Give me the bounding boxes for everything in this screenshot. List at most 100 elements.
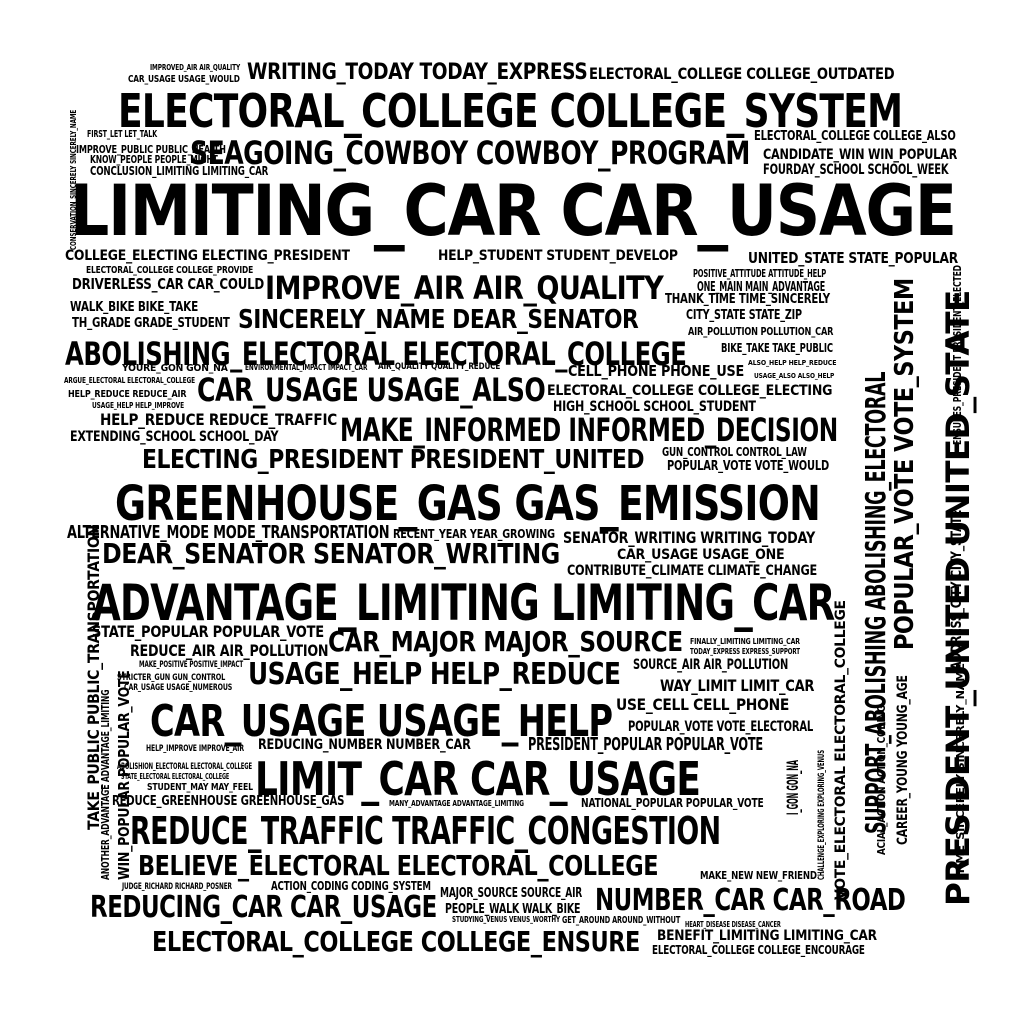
word-cloud-term: POSITIVE_ATTITUDE ATTITUDE_HELP: [693, 267, 827, 280]
word-cloud-term: AIR_POLLUTION POLLUTION_CAR: [688, 325, 834, 338]
word-cloud-term: PEOPLE_WALK WALK_BIKE: [445, 902, 581, 917]
word-cloud-term: HELP_REDUCE REDUCE_TRAFFIC: [100, 410, 337, 429]
word-cloud-term: YOURE_GON GON_NA: [122, 363, 228, 374]
word-cloud-term: CONCLUSION_LIMITING LIMITING_CAR: [90, 164, 269, 178]
word-cloud-term: NUMBER_CAR CAR_ROAD: [595, 883, 906, 918]
word-cloud-term: HEART_DISEASE DISEASE_CANCER: [685, 920, 781, 929]
word-cloud-term: STRICTER_GUN GUN_CONTROL: [117, 673, 226, 683]
word-cloud-term: AIR_QUALITY QUALITY_REDUCE: [378, 362, 501, 372]
word-cloud-term: ELECTORAL_COLLEGE COLLEGE_ENSURE: [152, 925, 640, 958]
word-cloud-term: HELP_STUDENT STUDENT_DEVELOP: [438, 248, 678, 264]
word-cloud-term: TH_GRADE GRADE_STUDENT: [72, 316, 230, 331]
word-cloud-term: ONE_MAIN MAIN_ADVANTAGE: [697, 280, 826, 295]
word-cloud-term: STATE_POPULAR POPULAR_VOTE: [92, 622, 324, 641]
word-cloud-term: REDUCE_TRAFFIC TRAFFIC_CONGESTION: [130, 809, 721, 853]
word-cloud-term: CAR_USAGE USAGE_NUMEROUS: [124, 683, 233, 693]
word-cloud-term: ENVIRONMENTAL_IMPACT IMPACT_CAR: [245, 363, 368, 372]
word-cloud-term: JUDGE_RICHARD RICHARD_POSNER: [122, 882, 232, 892]
word-cloud-term: CAR_USAGE USAGE_ALSO: [197, 371, 546, 409]
word-cloud-term: CHALLENGE_EXPLORING EXPLORING_VENUS: [817, 749, 827, 880]
word-cloud-term: CAR_USAGE USAGE_ONE: [617, 547, 785, 563]
word-cloud-term: ELECTORAL_COLLEGE COLLEGE_ALSO: [754, 129, 956, 144]
word-cloud-term: IMPROVED_AIR AIR_QUALITY: [150, 63, 241, 72]
word-cloud-term: TODAY_EXPRESS EXPRESS_SUPPORT: [690, 647, 800, 656]
word-cloud-term: ABOLISHION_ELECTORAL ELECTORAL_COLLEGE: [117, 762, 252, 772]
word-cloud-term: SINCERELY_NAME DEAR_SENATOR: [238, 305, 639, 335]
word-cloud-term: GUN_CONTROL CONTROL_LAW: [662, 445, 807, 459]
word-cloud-term: USAGE_HELP HELP_REDUCE: [248, 657, 621, 692]
word-cloud-term: WAY_LIMIT LIMIT_CAR: [660, 676, 815, 695]
word-cloud-term: WIN_POPULAR POPULAR_VOTE: [115, 670, 133, 880]
word-cloud-term: COLLEGE_ELECTING ELECTING_PRESIDENT: [65, 248, 350, 264]
word-cloud-term: SOURCE_AIR AIR_POLLUTION: [633, 657, 789, 673]
word-cloud-term: HELP_REDUCE REDUCE_AIR: [68, 389, 187, 400]
word-cloud-term: USAGE_HELP HELP_IMPROVE: [92, 401, 185, 410]
word-cloud-term: ALSO_HELP HELP_REDUCE: [748, 359, 837, 367]
word-cloud-term: EXTENDING_SCHOOL SCHOOL_DAY: [70, 429, 279, 445]
word-cloud-term: REDUCING_NUMBER NUMBER_CAR: [258, 737, 471, 753]
word-cloud-term: REDUCING_CAR CAR_USAGE: [90, 890, 437, 925]
word-cloud-term: ELECTORAL_COLLEGE COLLEGE_PROVIDE: [86, 265, 254, 276]
word-cloud-term: REDUCE_AIR AIR_POLLUTION: [130, 641, 329, 660]
word-cloud-term: HELP_IMPROVE IMPROVE_AIR: [146, 744, 244, 754]
word-cloud-term: STUDENT_MAY MAY_FEEL: [147, 782, 253, 793]
word-cloud-term: TIME_SINCERELY SINCERELY_NAME: [954, 663, 967, 875]
word-cloud-term: ACIAL_ACTION ACTION_CODING: [875, 705, 888, 855]
word-cloud-term: ARGUE_ELECTORAL ELECTORAL_COLLEGE: [64, 376, 196, 385]
word-cloud-term: I_GON GON_NA: [783, 760, 802, 815]
word-cloud-term: SEAGOING_COWBOY COWBOY_PROGRAM: [190, 134, 750, 172]
word-cloud-term: SENATOR_WRITING WRITING_TODAY: [563, 528, 815, 547]
word-cloud-term: CAREER_YOUNG YOUNG_AGE: [895, 675, 911, 845]
word-cloud-term: STATE_ELECTORAL ELECTORAL_COLLEGE: [121, 772, 230, 781]
word-cloud-term: VOTE_ELECTORAL ELECTORAL_COLLEGE: [833, 600, 849, 900]
word-cloud-term: MAKE_INFORMED INFORMED_DECISION: [340, 411, 838, 449]
word-cloud-term: ENSURES_PRESIDENT PRESIDENT_ELECTED: [951, 265, 964, 445]
word-cloud-term: ADDRESS_CITY CITY_STATE: [949, 509, 965, 670]
word-cloud-term: CONSERVATION_SINCERELY SINCERELY_NAME: [69, 109, 78, 250]
word-cloud-term: CITY_STATE STATE_ZIP: [686, 308, 802, 323]
word-cloud-term: BIKE_TAKE TAKE_PUBLIC: [721, 341, 833, 355]
word-cloud-term: MANY_ADVANTAGE ADVANTAGE_LIMITING: [389, 799, 524, 808]
word-cloud-term: ALTERNATIVE_MODE MODE_TRANSPORTATION: [67, 522, 390, 543]
word-cloud-term: POPULAR_VOTE VOTE_SYSTEM: [890, 278, 920, 650]
word-cloud-term: ELECTORAL_COLLEGE COLLEGE_OUTDATED: [589, 64, 895, 83]
word-cloud-term: THANK_TIME TIME_SINCERELY: [665, 292, 830, 307]
word-cloud-term: MAKE_POSITIVE POSITIVE_IMPACT: [139, 660, 244, 670]
word-cloud-term: NATIONAL_POPULAR POPULAR_VOTE: [581, 796, 764, 810]
word-cloud-term: ANOTHER_ADVANTAGE ADVANTAGE_LIMITING: [99, 689, 112, 880]
word-cloud-term: LIMIT_CAR CAR_USAGE: [255, 752, 701, 806]
word-cloud-term: HIGH_SCHOOL SCHOOL_STUDENT: [553, 399, 756, 415]
word-cloud-term: CAR_USAGE USAGE_WOULD: [128, 74, 240, 85]
word-cloud-term: FIRST_LET LET_TALK: [87, 129, 158, 140]
word-cloud-term: LIMITING_CAR CAR_USAGE: [70, 170, 957, 252]
word-cloud-term: REDUCE_GREENHOUSE GREENHOUSE_GAS: [112, 794, 345, 809]
word-cloud-term: ELECTING_PRESIDENT PRESIDENT_UNITED: [142, 445, 645, 475]
word-cloud-term: USE_CELL CELL_PHONE: [616, 695, 790, 714]
word-cloud-term: WALK_BIKE BIKE_TAKE: [70, 300, 199, 315]
word-cloud-term: ADVANTAGE_LIMITING LIMITING_CAR: [92, 574, 835, 632]
word-cloud-term: CONTRIBUTE_CLIMATE CLIMATE_CHANGE: [567, 563, 818, 579]
word-cloud-term: ELECTORAL_COLLEGE COLLEGE_SYSTEM: [118, 84, 903, 138]
word-cloud-term: CAR_USAGE USAGE_HELP: [150, 696, 613, 747]
word-cloud-term: DEAR_SENATOR SENATOR_WRITING: [102, 537, 560, 570]
word-cloud-term: USAGE_ALSO ALSO_HELP: [754, 372, 835, 380]
word-cloud-term: KNOW_PEOPLE PEOPLE_MIGHT: [90, 153, 218, 166]
word-cloud-term: PRESIDENT_POPULAR POPULAR_VOTE: [528, 734, 763, 755]
word-cloud-term: GREENHOUSE_GAS GAS_EMISSION: [115, 476, 821, 532]
word-cloud-term: ELECTORAL_COLLEGE COLLEGE_ELECTING: [547, 383, 833, 399]
word-cloud-term: FINALLY_LIMITING LIMITING_CAR: [690, 637, 800, 646]
word-cloud-term: MAKE_NEW NEW_FRIEND: [700, 869, 817, 882]
word-cloud-term: IMPROVE_AIR AIR_QUALITY: [265, 269, 664, 307]
word-cloud-term: CELL_PHONE PHONE_USE: [568, 362, 744, 380]
word-cloud-term: IMPROVE_PUBLIC PUBLIC_HEALTH: [76, 143, 226, 156]
word-cloud-term: FOURDAY_SCHOOL SCHOOL_WEEK: [763, 162, 949, 178]
word-cloud-term: BENEFIT_LIMITING LIMITING_CAR: [657, 928, 877, 944]
word-cloud-term: ELECTORAL_COLLEGE COLLEGE_ENCOURAGE: [652, 943, 865, 957]
word-cloud-term: MAJOR_SOURCE SOURCE_AIR: [440, 886, 583, 901]
word-cloud-term: POPULAR_VOTE VOTE_ELECTORAL: [628, 719, 814, 735]
word-cloud-term: ACTION_CODING CODING_SYSTEM: [271, 879, 431, 893]
word-cloud-term: STUDYING_VENUS VENUS_WORTHY: [452, 915, 560, 924]
word-cloud-term: WRITING_TODAY TODAY_EXPRESS: [247, 60, 588, 85]
word-cloud-term: RECENT_YEAR YEAR_GROWING: [393, 527, 555, 541]
